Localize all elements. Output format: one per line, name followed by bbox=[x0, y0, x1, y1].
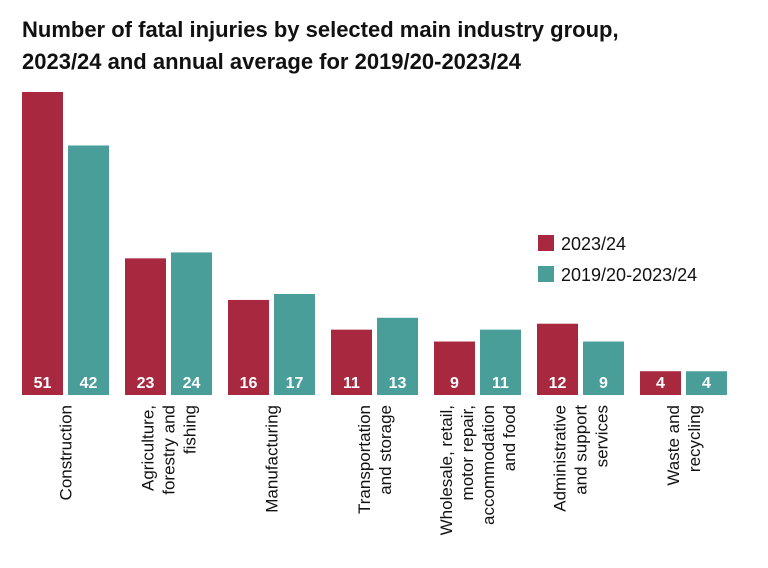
legend-label: 2023/24 bbox=[561, 234, 626, 254]
x-tick-label: services bbox=[593, 405, 612, 467]
data-label: 16 bbox=[240, 375, 258, 392]
chart-title: Number of fatal injuries by selected mai… bbox=[22, 17, 619, 42]
data-label: 4 bbox=[702, 375, 711, 392]
bar bbox=[331, 329, 372, 395]
bar bbox=[171, 252, 212, 395]
x-tick-label: Transportation bbox=[355, 405, 374, 514]
data-label: 51 bbox=[34, 375, 52, 392]
x-tick-label: and food bbox=[500, 405, 519, 471]
data-label: 4 bbox=[656, 375, 665, 392]
data-label: 9 bbox=[599, 375, 608, 392]
bar bbox=[274, 294, 315, 395]
data-label: 11 bbox=[492, 375, 509, 392]
x-tick-label: and support bbox=[572, 405, 591, 495]
legend-swatch bbox=[538, 266, 554, 282]
x-tick-label: Waste and bbox=[664, 405, 683, 486]
bar bbox=[125, 258, 166, 395]
x-tick-label: recycling bbox=[685, 405, 704, 472]
bar bbox=[686, 371, 727, 395]
legend-label: 2019/20-2023/24 bbox=[561, 265, 697, 285]
bar bbox=[377, 317, 418, 395]
data-label: 24 bbox=[183, 375, 201, 392]
x-tick-label: forestry and bbox=[160, 405, 179, 495]
x-tick-label: Construction bbox=[57, 405, 76, 500]
bar bbox=[480, 329, 521, 395]
x-tick-label: motor repair, bbox=[458, 405, 477, 500]
x-tick-label: Wholesale, retail, bbox=[437, 405, 456, 535]
data-label: 11 bbox=[343, 375, 360, 392]
bar bbox=[640, 371, 681, 395]
x-tick-label: Administrative bbox=[551, 405, 570, 512]
data-label: 13 bbox=[389, 375, 407, 392]
bar bbox=[68, 145, 109, 395]
data-label: 23 bbox=[137, 375, 155, 392]
bar bbox=[228, 299, 269, 395]
x-tick-label: and storage bbox=[376, 405, 395, 495]
data-label: 42 bbox=[80, 375, 98, 392]
x-tick-label: Agriculture, bbox=[139, 405, 158, 491]
x-tick-label: Manufacturing bbox=[263, 405, 282, 513]
x-tick-label: fishing bbox=[181, 405, 200, 454]
data-label: 17 bbox=[286, 375, 304, 392]
bar bbox=[583, 341, 624, 395]
bar bbox=[434, 341, 475, 395]
x-tick-label: accommodation bbox=[479, 405, 498, 525]
data-label: 12 bbox=[549, 375, 567, 392]
bar bbox=[537, 323, 578, 395]
bar bbox=[22, 92, 63, 395]
data-label: 9 bbox=[450, 375, 459, 392]
chart-title: 2023/24 and annual average for 2019/20-2… bbox=[22, 49, 522, 74]
legend-swatch bbox=[538, 235, 554, 251]
